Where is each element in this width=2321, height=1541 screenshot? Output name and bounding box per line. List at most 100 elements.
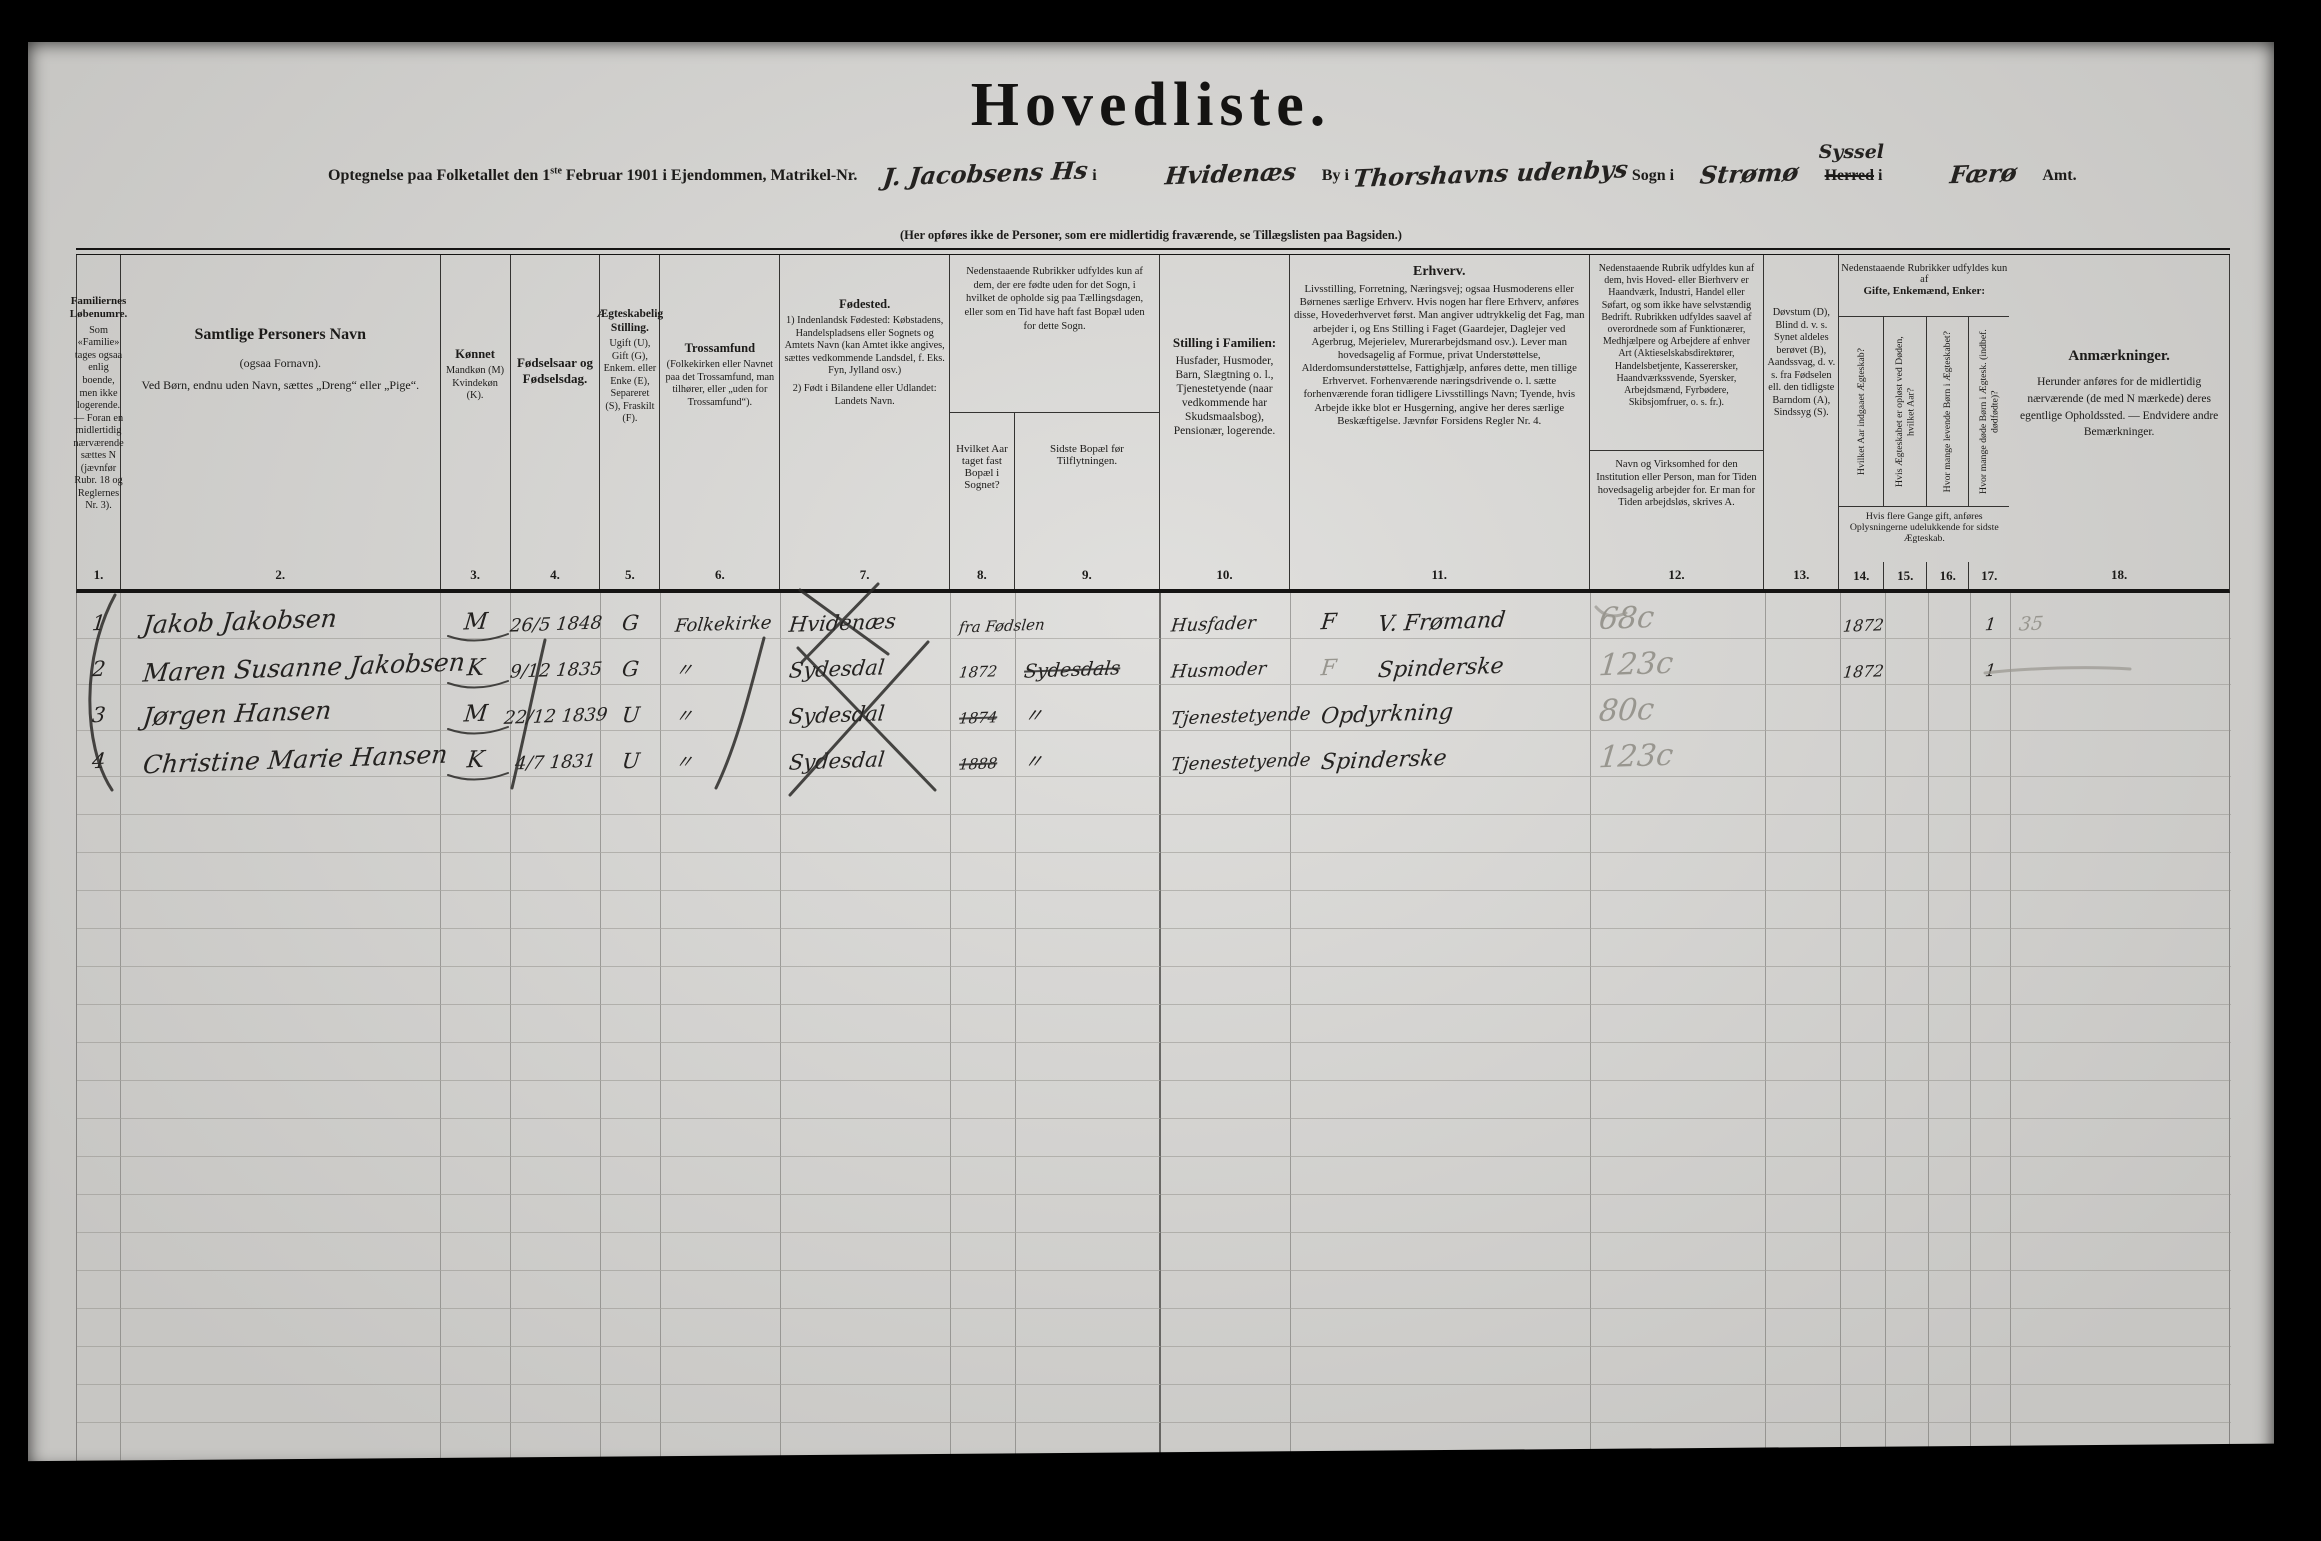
- table-cell: [1886, 1309, 1929, 1347]
- table-cell: [2011, 891, 2231, 929]
- table-cell: [1591, 1271, 1766, 1309]
- herred-label-corrected: Syssel Herred i: [1818, 141, 1885, 184]
- table-cell: [1016, 1347, 1161, 1385]
- table-cell: [1591, 1081, 1766, 1119]
- table-cell: [1929, 1081, 1971, 1119]
- table-cell: [661, 891, 781, 929]
- column-header-konnet: Kønnet Mandkøn (M) Kvindekøn (K). 3.: [441, 255, 511, 589]
- table-cell: [121, 1157, 441, 1195]
- table-cell: [1161, 1385, 1291, 1423]
- table-cell: G: [601, 639, 661, 685]
- table-cell: [1886, 593, 1929, 639]
- table-cell: [1766, 967, 1841, 1005]
- table-cell: Jørgen Hansen: [121, 685, 441, 731]
- table-cell: [2011, 685, 2231, 731]
- handwritten-entry: 35: [2017, 612, 2045, 636]
- table-cell: F Spinderske: [1291, 639, 1591, 685]
- handwritten-entry: 68c: [1597, 599, 1656, 638]
- table-cell: [77, 1233, 121, 1271]
- table-cell: [951, 1195, 1016, 1233]
- table-cell: [1929, 1043, 1971, 1081]
- table-cell: 4: [77, 731, 121, 777]
- handwritten-entry: M: [462, 608, 489, 636]
- table-cell: [441, 967, 511, 1005]
- table-cell: [1291, 1347, 1591, 1385]
- printed-amt: Amt.: [2042, 167, 2077, 184]
- handwritten-entry: U: [620, 748, 641, 774]
- handwritten-entry: Maren Susanne Jakobsen: [141, 647, 467, 688]
- column-group-14-17: Nedenstaaende Rubrikker udfyldes kun af …: [1839, 255, 2010, 589]
- table-cell: [511, 815, 601, 853]
- table-cell: [601, 1233, 661, 1271]
- table-cell: [1841, 1271, 1886, 1309]
- table-cell: [1841, 1309, 1886, 1347]
- table-cell: [441, 1309, 511, 1347]
- table-cell: [511, 1385, 601, 1423]
- table-cell: [1291, 891, 1591, 929]
- table-cell: [1161, 1271, 1291, 1309]
- table-cell: [1591, 853, 1766, 891]
- handwritten-entry: G: [620, 610, 641, 636]
- table-cell: [661, 929, 781, 967]
- table-cell: [1971, 1309, 2011, 1347]
- table-cell: [951, 1081, 1016, 1119]
- table-cell: Opdyrkning: [1291, 685, 1591, 731]
- table-cell: [1766, 1005, 1841, 1043]
- table-cell: [781, 1385, 951, 1423]
- table-cell: [1591, 967, 1766, 1005]
- handwritten-entry: fra Fødslen: [958, 615, 1046, 637]
- table-cell: [1161, 1309, 1291, 1347]
- table-cell: [77, 891, 121, 929]
- table-cell: K: [441, 731, 511, 777]
- table-cell: [1886, 685, 1929, 731]
- table-cell: [1766, 639, 1841, 685]
- column-header-sidste-bopael: Sidste Bopæl før Tilflytningen. 9.: [1049, 443, 1124, 582]
- table-cell: [1841, 815, 1886, 853]
- table-cell: [781, 891, 951, 929]
- table-cell: [511, 929, 601, 967]
- table-cell: [1161, 967, 1291, 1005]
- table-cell: [1841, 891, 1886, 929]
- table-cell: [77, 1119, 121, 1157]
- column-header-trossamfund: Trossamfund (Folkekirken eller Navnet pa…: [660, 255, 781, 589]
- handwritten-entry: Sydesdal: [787, 655, 886, 683]
- column-header-fodested: Fødested. 1) Indenlandsk Fødested: Købst…: [780, 255, 951, 589]
- table-cell: [1971, 1271, 2011, 1309]
- table-cell: [77, 1005, 121, 1043]
- table-cell: [2011, 1119, 2231, 1157]
- table-cell: 〃: [1016, 731, 1161, 777]
- amt-value-handwritten: Færø: [1949, 157, 2019, 190]
- table-cell: [441, 815, 511, 853]
- table-cell: [781, 853, 951, 891]
- table-cell: [1886, 1081, 1929, 1119]
- table-cell: [1016, 593, 1161, 639]
- table-cell: Folkekirke: [661, 593, 781, 639]
- handwritten-entry: Christine Marie Hansen: [141, 739, 450, 780]
- table-cell: [1886, 1157, 1929, 1195]
- table-row: 4 Christine Marie Hansen K 4/7 1831 U 〃 Sydesd…: [77, 731, 2231, 780]
- table-cell: [1841, 1081, 1886, 1119]
- table-cell: [1971, 1119, 2011, 1157]
- table-cell: [1016, 1157, 1161, 1195]
- table-cell: [951, 1157, 1016, 1195]
- table-cell: [2011, 1309, 2231, 1347]
- table-cell: fra Fødslen: [951, 593, 1046, 639]
- table-cell: [441, 1271, 511, 1309]
- handwritten-entry: Husfader: [1169, 612, 1257, 637]
- table-cell: [1929, 1309, 1971, 1347]
- empty-table-row: [77, 1043, 2231, 1081]
- table-cell: [511, 1119, 601, 1157]
- table-cell: [781, 815, 951, 853]
- table-cell: [2011, 815, 2231, 853]
- table-cell: [601, 1195, 661, 1233]
- printed-sogn-i: Sogn i: [1631, 167, 1675, 184]
- table-cell: [1841, 685, 1886, 731]
- table-cell: [781, 1233, 951, 1271]
- census-table: Familiernes Løbenumre. Som «Familie» tag…: [70, 248, 2231, 1461]
- table-cell: [601, 777, 661, 815]
- herred-value-handwritten: Strømø: [1698, 157, 1801, 190]
- table-cell: [511, 1005, 601, 1043]
- table-cell: [441, 1195, 511, 1233]
- table-cell: Maren Susanne Jakobsen: [121, 639, 466, 688]
- table-cell: [1016, 1271, 1161, 1309]
